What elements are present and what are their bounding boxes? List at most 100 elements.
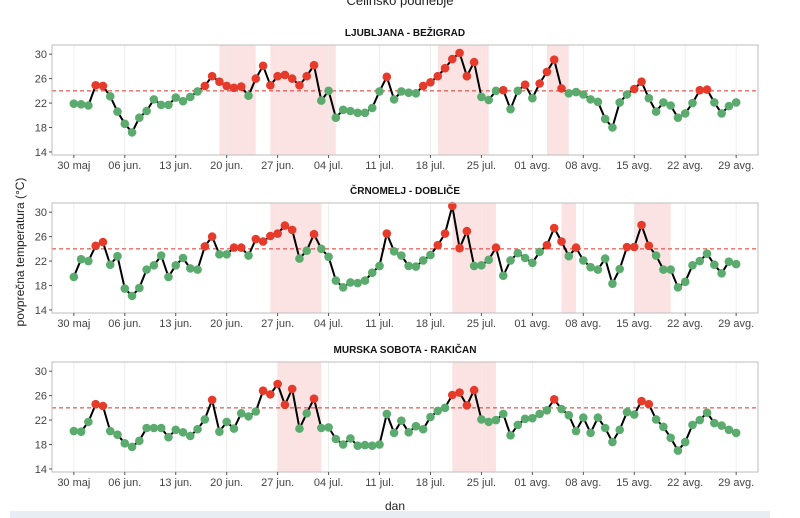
data-point bbox=[229, 424, 239, 433]
data-point bbox=[469, 385, 479, 395]
data-point bbox=[105, 260, 115, 270]
data-point bbox=[164, 272, 173, 282]
data-point bbox=[397, 87, 406, 96]
data-point bbox=[586, 95, 595, 104]
data-point bbox=[571, 426, 581, 436]
data-point bbox=[375, 261, 384, 271]
data-point bbox=[91, 81, 100, 90]
data-point bbox=[680, 109, 690, 118]
data-point bbox=[695, 85, 705, 95]
data-point bbox=[266, 81, 275, 90]
heatwave-band bbox=[277, 362, 322, 472]
data-point bbox=[215, 427, 224, 436]
data-point bbox=[724, 425, 734, 435]
data-point bbox=[302, 71, 312, 81]
data-point bbox=[346, 434, 355, 443]
data-point bbox=[688, 420, 697, 430]
data-point bbox=[448, 201, 457, 211]
y-tick-label: 26 bbox=[35, 74, 47, 86]
data-point bbox=[244, 412, 253, 421]
data-point bbox=[309, 60, 319, 70]
data-point bbox=[448, 390, 457, 400]
data-point bbox=[557, 404, 566, 414]
data-point bbox=[331, 434, 341, 444]
data-point bbox=[695, 256, 705, 266]
data-point bbox=[258, 61, 268, 71]
y-tick-label: 30 bbox=[35, 49, 47, 61]
x-tick-label: 25 jul. bbox=[467, 318, 496, 330]
data-point bbox=[557, 84, 566, 93]
x-tick-label: 04 jul. bbox=[314, 318, 343, 330]
data-point bbox=[84, 256, 93, 266]
data-point bbox=[244, 91, 253, 101]
data-point bbox=[579, 90, 588, 99]
data-point bbox=[164, 100, 173, 110]
data-point bbox=[229, 83, 239, 93]
panel-2: ČRNOMELJ - DOBLIČE 14 18 22 26 30 30 maj 06 jun… bbox=[35, 184, 759, 330]
data-point bbox=[680, 277, 690, 287]
data-point bbox=[185, 431, 195, 441]
x-tick-label: 11 jul. bbox=[365, 160, 394, 172]
data-point bbox=[484, 95, 494, 105]
data-point bbox=[579, 413, 588, 422]
y-tick-label: 26 bbox=[35, 391, 47, 403]
data-point bbox=[622, 407, 632, 417]
data-point bbox=[193, 424, 202, 434]
data-point bbox=[629, 84, 639, 94]
data-point bbox=[491, 86, 501, 96]
data-point bbox=[244, 251, 253, 260]
x-tick-label: 04 jul. bbox=[314, 160, 343, 172]
heatwave-band bbox=[219, 45, 256, 155]
data-point bbox=[593, 265, 603, 274]
data-point bbox=[171, 93, 181, 102]
x-tick-label: 30 maj bbox=[57, 318, 90, 330]
x-tick-label: 08 avg. bbox=[565, 477, 601, 489]
data-point bbox=[637, 220, 646, 230]
data-point bbox=[418, 256, 428, 265]
data-point bbox=[426, 412, 435, 422]
data-point bbox=[295, 254, 304, 263]
data-point bbox=[324, 423, 333, 432]
data-point bbox=[397, 416, 406, 425]
data-point bbox=[433, 406, 443, 416]
data-point bbox=[207, 395, 217, 405]
data-point bbox=[586, 428, 595, 438]
data-point bbox=[426, 77, 435, 87]
data-point bbox=[135, 283, 144, 293]
data-point bbox=[513, 86, 523, 96]
data-point bbox=[229, 243, 239, 252]
data-point bbox=[207, 232, 217, 241]
data-point bbox=[600, 254, 610, 263]
data-point bbox=[178, 96, 188, 106]
x-tick-label: 18 jul. bbox=[416, 318, 445, 330]
data-point bbox=[127, 128, 137, 137]
x-tick-label: 06 jun. bbox=[108, 318, 141, 330]
data-point bbox=[731, 428, 741, 438]
data-point bbox=[506, 431, 515, 440]
data-point bbox=[382, 409, 392, 419]
data-point bbox=[389, 95, 399, 104]
y-tick-label: 18 bbox=[35, 440, 47, 452]
data-point bbox=[120, 438, 130, 448]
data-point bbox=[120, 284, 130, 293]
data-point bbox=[724, 257, 734, 266]
data-point bbox=[411, 421, 421, 431]
data-point bbox=[469, 57, 479, 67]
y-tick-label: 18 bbox=[35, 281, 47, 293]
data-point bbox=[448, 54, 457, 64]
y-tick-label: 30 bbox=[35, 366, 47, 378]
y-tick-label: 14 bbox=[35, 147, 47, 159]
data-point bbox=[142, 265, 151, 274]
data-point bbox=[171, 425, 181, 435]
data-point bbox=[520, 414, 530, 424]
x-tick-label: 04 jul. bbox=[314, 477, 343, 489]
data-point bbox=[69, 272, 79, 282]
data-point bbox=[666, 265, 675, 274]
x-tick-label: 06 jun. bbox=[108, 477, 141, 489]
data-point bbox=[316, 96, 326, 105]
data-point bbox=[338, 283, 348, 292]
data-point bbox=[236, 82, 246, 91]
y-tick-label: 22 bbox=[35, 98, 47, 110]
data-point bbox=[149, 95, 159, 104]
data-point bbox=[105, 92, 115, 101]
